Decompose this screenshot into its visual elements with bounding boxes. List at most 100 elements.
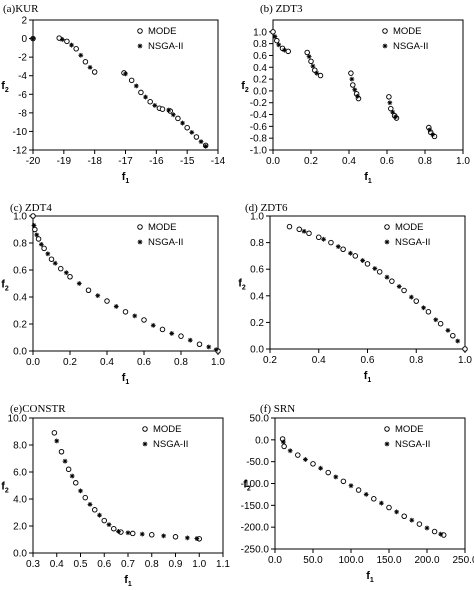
data-point-nsga2 bbox=[115, 528, 122, 535]
y-tick-label: -8 bbox=[18, 108, 27, 119]
legend-entry: NSGA-II bbox=[393, 41, 428, 52]
y-tick-label: -150.0 bbox=[241, 501, 270, 512]
data-point-nsga2 bbox=[437, 531, 444, 538]
legend-entry: MODE bbox=[395, 424, 424, 435]
data-point-nsga2 bbox=[52, 260, 59, 267]
y-axis-label: f2 bbox=[238, 278, 246, 292]
y-tick-label: 0.4 bbox=[253, 63, 267, 74]
y-tick-label: -0.6 bbox=[250, 122, 268, 133]
data-point-nsga2 bbox=[389, 109, 396, 116]
x-tick-label: -20 bbox=[26, 156, 41, 167]
y-tick-label: 0.2 bbox=[253, 75, 267, 86]
data-point-mode bbox=[159, 106, 166, 112]
data-point-mode bbox=[178, 333, 184, 339]
legend-entry: NSGA-II bbox=[153, 439, 188, 450]
y-tick-label: -2 bbox=[18, 53, 27, 64]
data-point-mode bbox=[82, 494, 89, 501]
x-tick-label: 0.0 bbox=[266, 156, 280, 167]
x-axis-label: f1 bbox=[364, 171, 372, 185]
data-point-nsga2 bbox=[359, 257, 366, 264]
x-axis-label: f1 bbox=[124, 574, 132, 588]
data-point-mode bbox=[350, 82, 356, 88]
data-point-mode bbox=[364, 261, 371, 267]
data-point-nsga2 bbox=[188, 129, 195, 136]
x-tick-label: -19 bbox=[57, 156, 72, 167]
data-point-mode bbox=[376, 269, 383, 275]
x-tick-label: 250.0 bbox=[452, 555, 474, 566]
x-tick-label: 0.2 bbox=[63, 357, 77, 368]
data-point-mode bbox=[281, 443, 287, 450]
data-point-nsga2 bbox=[68, 42, 75, 48]
data-point-mode bbox=[35, 236, 42, 242]
data-point-mode bbox=[304, 49, 310, 56]
legend-marker-mode bbox=[137, 28, 143, 34]
data-point-nsga2 bbox=[281, 47, 288, 53]
data-point-nsga2 bbox=[160, 533, 167, 539]
y-tick-label: 4.0 bbox=[13, 495, 27, 506]
data-point-mode bbox=[196, 341, 203, 347]
data-point-mode bbox=[295, 452, 301, 458]
x-tick-label: 0.2 bbox=[304, 156, 318, 167]
y-axis-label: f2 bbox=[243, 479, 251, 493]
x-tick-label: 200.0 bbox=[414, 555, 439, 566]
data-point-nsga2 bbox=[87, 64, 93, 71]
data-point-nsga2 bbox=[287, 447, 294, 454]
data-point-mode bbox=[67, 274, 73, 280]
legend-entry: MODE bbox=[153, 424, 182, 435]
data-point-mode bbox=[30, 213, 36, 219]
data-point-mode bbox=[416, 521, 423, 527]
legend-marker-nsga2 bbox=[137, 239, 143, 245]
data-point-nsga2 bbox=[142, 94, 149, 100]
legend-marker-nsga2 bbox=[384, 239, 390, 245]
x-tick-label: 0.7 bbox=[121, 559, 135, 570]
data-point-mode bbox=[316, 234, 322, 241]
data-point-nsga2 bbox=[351, 86, 358, 93]
y-tick-label: 0.6 bbox=[253, 51, 267, 62]
x-tick-label: -16 bbox=[149, 156, 164, 167]
data-point-mode bbox=[386, 504, 392, 511]
data-point-mode bbox=[148, 532, 155, 538]
data-point-mode bbox=[32, 226, 38, 233]
data-point-nsga2 bbox=[432, 316, 439, 323]
legend-marker-nsga2 bbox=[382, 43, 388, 49]
y-tick-label: -0.2 bbox=[250, 98, 268, 109]
x-tick-label: -18 bbox=[87, 156, 102, 167]
x-tick-label: 0.5 bbox=[74, 559, 88, 570]
data-point-mode bbox=[328, 239, 334, 246]
data-point-nsga2 bbox=[384, 274, 390, 281]
chart-panel: (c) ZDT4 0.0 0.2 0.4 0.6 0.8 1.0 1.0 0.8 0.6 0.4 0.… bbox=[1, 202, 225, 386]
data-point-nsga2 bbox=[408, 517, 415, 524]
data-point-mode bbox=[401, 513, 407, 519]
data-point-mode bbox=[306, 230, 312, 237]
x-tick-label: 1.0 bbox=[192, 559, 206, 570]
y-tick-label: -6 bbox=[18, 90, 27, 101]
x-tick-label: 1.1 bbox=[216, 559, 230, 570]
data-point-mode bbox=[138, 89, 144, 96]
y-tick-label: -200.0 bbox=[241, 523, 270, 534]
data-point-nsga2 bbox=[354, 93, 361, 100]
x-tick-label: -15 bbox=[180, 156, 195, 167]
data-point-nsga2 bbox=[151, 102, 158, 109]
data-point-mode bbox=[128, 77, 135, 84]
y-tick-label: -12 bbox=[13, 146, 28, 157]
panel-title: (b) ZDT3 bbox=[260, 3, 303, 15]
plot-frame bbox=[272, 19, 464, 151]
data-point-mode bbox=[462, 346, 468, 352]
x-tick-label: 100.0 bbox=[338, 555, 363, 566]
data-point-nsga2 bbox=[275, 41, 282, 48]
y-tick-label: -1.0 bbox=[250, 146, 268, 157]
data-point-nsga2 bbox=[313, 70, 320, 77]
legend-entry: NSGA-II bbox=[395, 439, 430, 450]
y-tick-label: 0.2 bbox=[250, 318, 264, 329]
y-tick-label: 8.0 bbox=[13, 441, 27, 452]
data-point-mode bbox=[91, 507, 98, 513]
data-point-nsga2 bbox=[310, 63, 316, 69]
data-point-mode bbox=[147, 98, 153, 105]
y-tick-label: 0.6 bbox=[250, 265, 264, 276]
data-point-nsga2 bbox=[187, 337, 194, 344]
legend-marker-nsga2 bbox=[142, 441, 148, 447]
data-point-nsga2 bbox=[170, 111, 177, 118]
data-point-mode bbox=[274, 37, 280, 44]
legend-entry: MODE bbox=[393, 26, 422, 37]
